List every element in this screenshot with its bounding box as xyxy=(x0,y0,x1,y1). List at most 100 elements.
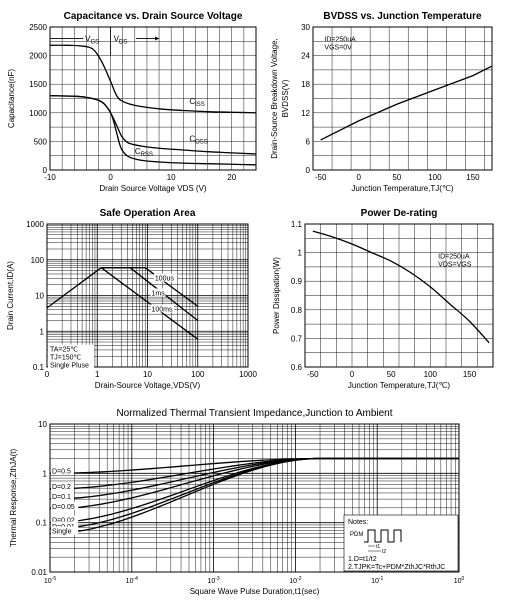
gridlines xyxy=(49,26,257,171)
y-tick-label: 18 xyxy=(301,80,310,89)
y-tick-label: 12 xyxy=(301,109,310,118)
series-label: CRSS xyxy=(135,147,153,158)
x-tick-label: 0 xyxy=(350,370,355,379)
x-tick-label: 150 xyxy=(466,173,480,182)
annotation: VGS=0V xyxy=(324,44,352,51)
series-label: D=0.05 xyxy=(52,504,75,511)
chart-capacitance: -10 0 10 2005001000150020002500Capacitance … xyxy=(7,11,257,193)
x-tick-label: 1 xyxy=(95,370,100,379)
notes-title: Notes: xyxy=(348,519,368,526)
annotation: VDS=VGS xyxy=(438,261,472,268)
x-tick-label: 100 xyxy=(454,576,465,585)
series-line-single xyxy=(49,457,459,535)
y-axis-label: Drain Current,ID(A) xyxy=(6,261,15,330)
y-tick-label: 1000 xyxy=(29,109,47,118)
x-tick-label: 100 xyxy=(428,173,442,182)
x-tick-label: -50 xyxy=(315,173,327,182)
x-axis-label: Junction Temperature,TJ(℃) xyxy=(348,381,451,390)
x-axis-label: Drain-Source Voltage,VDS(V) xyxy=(95,381,201,390)
series-label: CISS xyxy=(189,97,204,108)
x-tick-label: 10-3 xyxy=(207,576,219,585)
y-tick-label: 30 xyxy=(301,23,310,32)
chart-title: Capacitance vs. Drain Source Voltage xyxy=(64,11,243,22)
y-tick-label: 10 xyxy=(38,420,47,429)
label-bg xyxy=(153,273,178,282)
series-line-crss xyxy=(49,94,257,166)
x-axis-label: Square Wave Pulse Duration,t1(sec) xyxy=(190,587,320,596)
annotation-bg xyxy=(48,344,94,371)
x-tick-label: 50 xyxy=(387,370,396,379)
plot-frame xyxy=(49,26,257,171)
y-axis-label-unit: BVDSS(V) xyxy=(281,79,290,117)
x-tick-label: 100 xyxy=(191,370,205,379)
x-tick-label: 10-5 xyxy=(44,576,56,585)
x-tick-label: -10 xyxy=(44,173,56,182)
y-tick-label: 1.1 xyxy=(291,220,303,229)
y-tick-label: 0 xyxy=(43,166,48,175)
plot-frame xyxy=(49,423,460,573)
x-tick-label: 100 xyxy=(424,370,438,379)
annotation: ID=250uA xyxy=(438,253,470,260)
y-axis-label: Capacitance(nF) xyxy=(7,69,16,128)
series-line-power xyxy=(312,230,490,344)
notes-line2: 2.TJPK=Tc+PDM*ZthJC*RthJC xyxy=(348,564,445,571)
x-tick-label: 10 xyxy=(167,173,176,182)
y-tick-label: 1 xyxy=(43,469,48,478)
annotation: ID=250uA xyxy=(324,36,356,43)
y-tick-label: 0.1 xyxy=(33,363,45,372)
chart-title: Power De-rating xyxy=(361,208,438,219)
series-label: COSS xyxy=(189,134,207,145)
y-tick-label: 1000 xyxy=(26,220,44,229)
y-tick-label: 24 xyxy=(301,52,310,61)
x-tick-label: 150 xyxy=(463,370,477,379)
label-bg xyxy=(51,466,74,475)
y-tick-label: 1 xyxy=(298,249,303,258)
y-tick-label: 0.8 xyxy=(291,306,303,315)
series-line-coss xyxy=(49,94,257,155)
plot-frame xyxy=(46,223,249,368)
plot-frame xyxy=(312,26,493,171)
series-line-100ms xyxy=(100,267,199,340)
chart-title: Normalized Thermal Transient Impedance,J… xyxy=(116,408,392,419)
y-tick-label: 2500 xyxy=(29,23,47,32)
annotation: TA=25℃ xyxy=(50,347,78,354)
series-line-ciss xyxy=(49,44,257,114)
chart-bvdss: -50 0 50 100 150 0 6 12 18 24 30 BVDSS vs. Junction… xyxy=(270,11,493,193)
y-tick-label: 0.1 xyxy=(36,519,48,528)
series-label: 100ms xyxy=(151,306,173,313)
x-tick-label: 10 xyxy=(143,370,152,379)
chart-thermal-impedance: 10-5 10-4 10-3 10-2 10-1 100 0.01 0.1 1 10 Normali… xyxy=(9,408,465,596)
y-tick-label: 10 xyxy=(35,292,44,301)
series-label: VDS xyxy=(114,34,128,45)
gridlines xyxy=(304,223,494,368)
x-axis-label: Junction Temperature,TJ(℃) xyxy=(351,184,454,193)
x-tick-label: 0 xyxy=(45,370,50,379)
plot-frame xyxy=(304,223,494,368)
series-label: D=0.1 xyxy=(52,494,71,501)
notes-box xyxy=(343,514,459,572)
series-line-limit xyxy=(46,267,102,309)
series-label: VGS xyxy=(85,34,99,45)
annotation: TJ=150℃ xyxy=(50,355,82,362)
series-label: D=0.02 xyxy=(52,518,75,525)
pdm-label: PDM xyxy=(350,532,363,538)
x-tick-label: 10-1 xyxy=(371,576,383,585)
label-bg xyxy=(51,501,79,510)
x-tick-label: 10-2 xyxy=(289,576,301,585)
chart-power-derating: -50 0 50 100 150 0.6 0.7 0.8 0.9 1 1.1 Power De-rat… xyxy=(272,208,494,390)
y-tick-label: 0.9 xyxy=(291,277,303,286)
label-bg xyxy=(51,515,79,524)
chart-title: BVDSS vs. Junction Temperature xyxy=(323,11,482,22)
label-bg xyxy=(51,482,74,491)
y-tick-label: 1 xyxy=(40,327,45,336)
series-line-100us xyxy=(101,267,199,307)
label-bg xyxy=(150,288,166,297)
series-line-d-0-05 xyxy=(49,457,459,510)
y-axis-label: Power Dissipation(W) xyxy=(272,257,281,334)
chart-soa: 0 1 10 100 1000 0.1 1 10 100 1000 Safe Operation A… xyxy=(6,208,257,390)
y-axis-label: Drain-Source Breakdown Voltage, xyxy=(270,38,279,159)
label-bg xyxy=(51,526,79,535)
label-bg xyxy=(51,521,79,530)
y-tick-label: 0.7 xyxy=(291,334,303,343)
